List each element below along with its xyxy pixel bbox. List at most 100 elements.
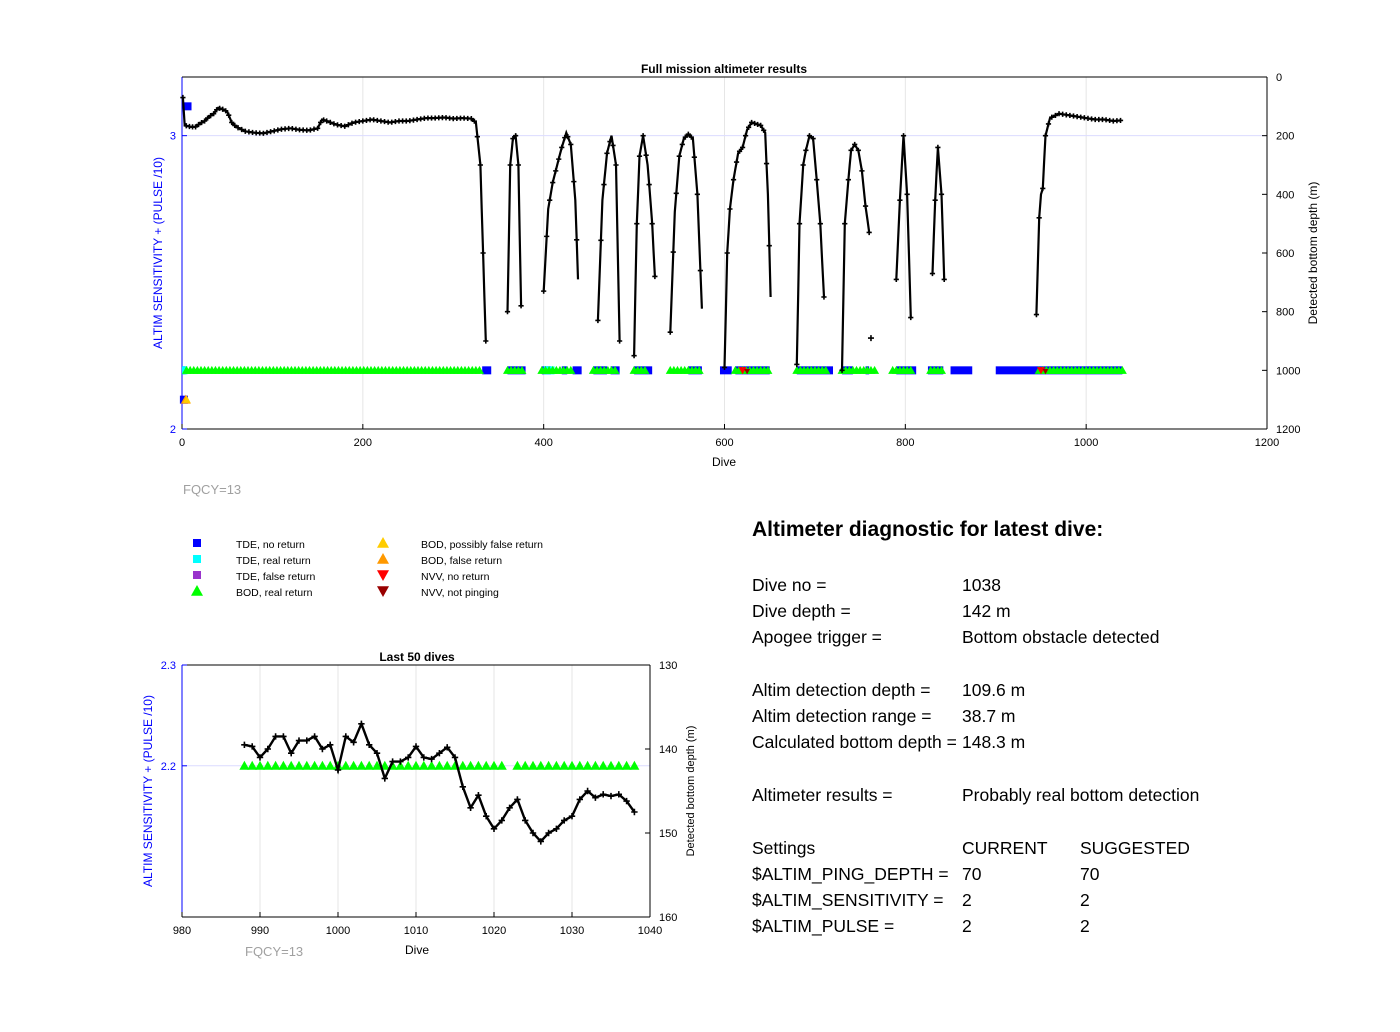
depth-point-marker — [691, 154, 697, 160]
depth-point-marker — [318, 119, 324, 126]
bod-real-return-marker — [255, 760, 265, 770]
depth-point-marker — [796, 221, 803, 227]
last50-depth-point — [381, 775, 388, 782]
depth-series-line — [795, 133, 826, 365]
diagnostic-panel: Altimeter diagnostic for latest dive: — [752, 518, 1372, 568]
legend-symbol-bod-real-return — [191, 585, 203, 596]
depth-series-line — [596, 135, 621, 342]
bod-real-return-marker — [621, 760, 632, 770]
depth-point-marker — [676, 153, 682, 159]
depth-point-marker — [311, 126, 317, 132]
bod-real-return-marker — [325, 760, 336, 770]
bod-real-return-marker — [395, 760, 406, 770]
depth-series-line — [669, 132, 703, 333]
depth-point-marker — [604, 150, 610, 156]
last50-chart-xlabel: Dive — [405, 943, 429, 957]
depth-point-marker — [761, 127, 767, 133]
bod-real-return-marker — [763, 365, 773, 374]
last50-depth-point — [264, 745, 271, 753]
depth-point-marker — [736, 148, 743, 154]
depth-point-marker — [192, 124, 199, 130]
depth-point-marker — [670, 249, 676, 255]
main-xtick-label: 0 — [179, 437, 185, 449]
pulse-current: 2 — [962, 916, 972, 936]
bod-real-return-marker — [606, 760, 616, 770]
last50-xtick-label: 1040 — [638, 925, 662, 937]
ping-depth-suggested: 70 — [1080, 864, 1100, 884]
last50-depth-point — [319, 745, 326, 753]
depth-point-marker — [468, 116, 474, 122]
main-xtick-label: 800 — [896, 437, 914, 449]
depth-point-marker — [852, 141, 858, 148]
last50-depth-point — [327, 741, 334, 748]
bod-real-return-marker — [574, 760, 585, 770]
depth-point-marker — [211, 111, 217, 117]
depth-point-marker — [613, 162, 619, 168]
depth-point-marker — [574, 237, 580, 243]
last50-depth-point — [459, 783, 466, 790]
depth-point-marker — [595, 317, 601, 324]
last50-depth-point — [545, 829, 552, 837]
dive-depth-label: Dive depth = — [752, 601, 851, 621]
depth-point-marker — [1117, 117, 1124, 124]
depth-point-marker — [518, 303, 524, 309]
last50-depth-point — [490, 825, 498, 832]
bod-real-return-marker — [426, 760, 437, 770]
depth-series-line — [840, 142, 871, 371]
depth-point-marker — [893, 276, 899, 282]
depth-point-marker — [842, 221, 848, 227]
last50-chart-title: Last 50 dives — [379, 650, 455, 664]
depth-point-marker — [471, 118, 477, 124]
depth-point-marker — [1036, 215, 1042, 221]
last50-depth-point — [467, 804, 474, 811]
last50-depth-point — [256, 754, 264, 761]
settings-current-header: CURRENT — [962, 838, 1048, 858]
last50-depth-point — [483, 813, 490, 820]
bod-possibly-false-marker — [182, 395, 191, 403]
legend-label-nvv-no-return: NVV, no return — [421, 571, 490, 583]
depth-point-marker — [862, 203, 869, 209]
bod-real-return-marker — [418, 760, 429, 770]
legend-symbol-nvv-not-pinging — [377, 586, 389, 597]
bod-real-return-marker — [559, 760, 570, 770]
bod-real-return-marker — [474, 365, 484, 374]
depth-point-marker — [483, 338, 489, 344]
legend-label-tde-real-return: TDE, real return — [236, 555, 311, 567]
bod-real-return-marker — [317, 760, 328, 770]
depth-point-marker — [307, 127, 313, 133]
altimeter-results-label: Altimeter results = — [752, 785, 893, 805]
last50-depth-point — [334, 766, 342, 774]
depth-point-marker — [239, 126, 245, 133]
bod-real-return-marker — [520, 760, 531, 770]
depth-point-marker — [477, 162, 483, 168]
apogee-trigger-label: Apogee trigger = — [752, 627, 882, 647]
legend-label-bod-real-return: BOD, real return — [236, 587, 313, 599]
depth-point-marker — [932, 197, 938, 203]
last50-depth-point — [366, 741, 373, 748]
depth-series-line — [506, 133, 523, 312]
main-ytick-right-label: 600 — [1276, 248, 1294, 260]
depth-point-marker — [646, 181, 652, 188]
bod-real-return-marker — [640, 365, 650, 374]
last50-chart-ylabel-right: Detected bottom depth (m) — [685, 726, 697, 857]
altimeter-results-value: Probably real bottom detection — [962, 785, 1200, 805]
last50-depth-line — [244, 720, 636, 844]
depth-point-marker — [235, 125, 241, 131]
last50-depth-point — [631, 808, 638, 816]
last50-depth-point — [358, 720, 365, 727]
nvv-not-pinging-marker — [1042, 368, 1049, 375]
last50-ytick-left-label: 2.3 — [161, 660, 176, 672]
last50-depth-point — [428, 755, 435, 763]
dive-no-label: Dive no = — [752, 575, 827, 595]
sensitivity-suggested: 2 — [1080, 890, 1090, 910]
depth-point-marker — [271, 128, 277, 134]
depth-point-marker — [800, 162, 806, 168]
sensitivity-label: $ALTIM_SENSITIVITY = — [752, 890, 944, 910]
altim-detection-range-value: 38.7 m — [962, 706, 1016, 726]
depth-point-marker — [510, 136, 516, 142]
main-ytick-right-label: 800 — [1276, 307, 1294, 319]
depth-point-marker — [694, 191, 700, 197]
main-ytick-left-label: 3 — [170, 131, 176, 143]
depth-point-marker — [929, 270, 936, 277]
depth-point-marker — [682, 134, 688, 140]
